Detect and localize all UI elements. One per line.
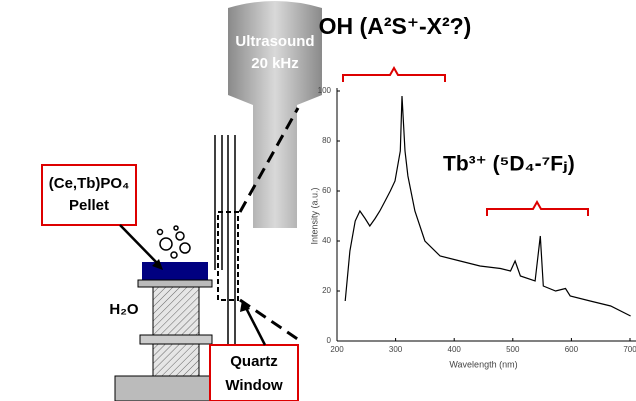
y-tick-label: 60 [322,186,331,195]
arrow-head [152,259,163,270]
x-tick-label: 500 [506,345,520,354]
bubbles [156,225,191,259]
water-label: H₂O [109,301,138,318]
x-tick-label: 700 [623,345,636,354]
tb-brace [486,199,589,216]
y-tick-label: 40 [322,236,331,245]
y-tick-label: 20 [322,286,331,295]
window-box [217,211,239,301]
quartz-box [209,344,299,401]
zoom-line [239,298,303,344]
zoom-line [238,107,300,213]
ultrasound-label: Ultrasound [235,33,314,50]
arrow [243,305,267,346]
holder-plate [139,334,213,345]
oh-brace [342,65,446,82]
arrow [119,224,161,267]
y-tick-label: 80 [322,136,331,145]
spectrum-line [344,95,631,317]
pellet-plate [137,279,213,288]
x-tick-label: 600 [565,345,579,354]
pellet-formula: (Ce,Tb)PO₄ [49,175,129,192]
oh-band-label: OH (A²S⁺-X²?) [319,13,472,39]
x-axis-label: Wavelength (nm) [449,359,517,369]
y-tick-label: 0 [327,336,332,345]
arrow-head [240,300,250,312]
frequency-label: 20 kHz [251,55,299,72]
y-tick-label: 100 [318,86,332,95]
pellet-box [41,164,137,226]
x-tick-label: 200 [330,345,344,354]
tb-band-label: Tb³⁺ (⁵D₄-⁷Fⱼ) [443,153,575,176]
pellet-label: Pellet [69,197,109,214]
ultrasound-horn [228,1,322,228]
x-tick-label: 400 [448,345,462,354]
y-axis-label: Intensity (a.u.) [309,187,319,244]
x-tick-label: 300 [389,345,403,354]
pellet [142,262,208,280]
spectrum-chart: 0 20 40 60 80 100 200 300 400 500 600 700 Wavelength… [309,86,636,369]
quartz-tube [214,135,236,345]
quartz-label: Quartz [230,353,278,370]
window-label: Window [225,377,283,394]
